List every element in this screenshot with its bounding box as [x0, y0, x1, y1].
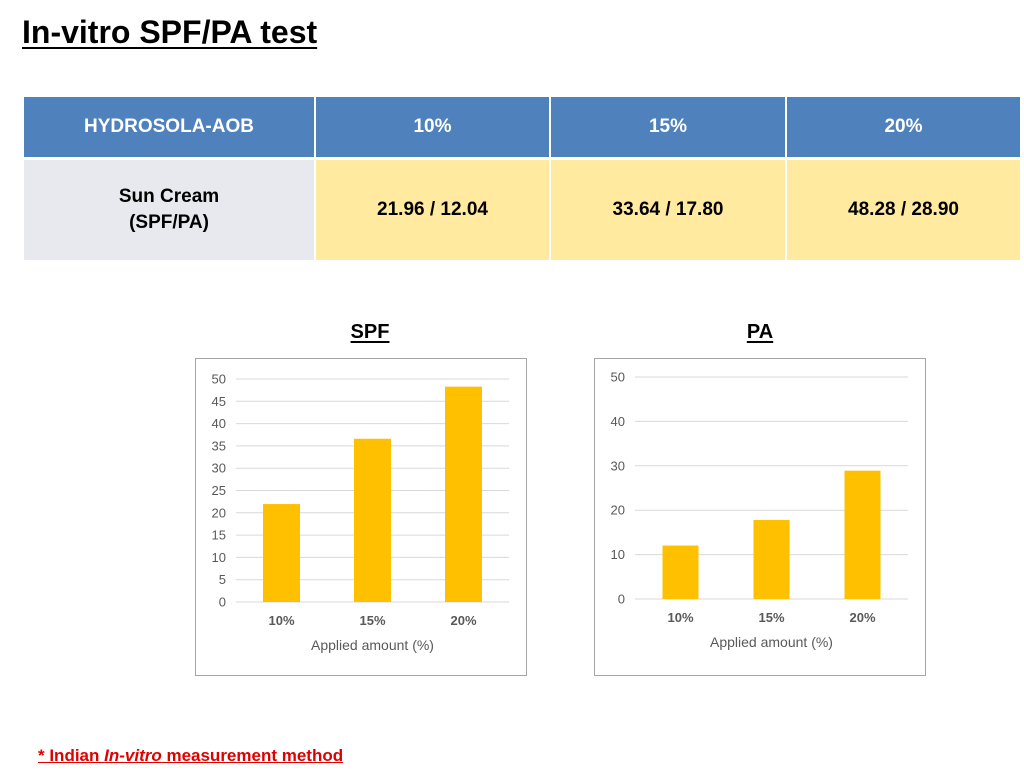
spf-y-tick-label: 0 [219, 595, 226, 610]
header-cell-20: 20% [785, 97, 1022, 160]
spf-x-tick-label: 10% [268, 613, 294, 628]
spf-bar [445, 386, 482, 602]
header-cell-sample: HYDROSOLA-AOB [22, 97, 316, 160]
spf-bar [263, 504, 300, 602]
value-cell-10: 21.96 / 12.04 [314, 158, 551, 260]
spf-y-tick-label: 5 [219, 572, 226, 587]
pa-bar [753, 519, 790, 599]
header-cell-10: 10% [314, 97, 551, 160]
footnote-emphasis: In-vitro [104, 746, 162, 765]
pa-bar [662, 545, 699, 599]
row-label-cell: Sun Cream (SPF/PA) [22, 158, 316, 260]
header-cell-15: 15% [549, 97, 787, 160]
spf-x-tick-label: 15% [359, 613, 385, 628]
pa-y-tick-label: 40 [611, 414, 625, 429]
spf-chart-title: SPF [350, 321, 390, 343]
pa-x-tick-label: 15% [758, 610, 784, 625]
spf-x-tick-label: 20% [450, 613, 476, 628]
pa-x-tick-label: 20% [849, 610, 875, 625]
row-label: Sun Cream [118, 186, 220, 208]
footnote: * Indian In-vitro measurement method [38, 746, 343, 766]
value-cell-20: 48.28 / 28.90 [785, 158, 1022, 260]
results-table: HYDROSOLA-AOB 10% 15% 20% Sun Cream (SPF… [22, 97, 1022, 260]
spf-y-tick-label: 20 [212, 505, 226, 520]
pa-chart: 0 10 20 30 40 50 10% 15% 20% Applied amount (%) [594, 358, 926, 676]
page-title: In-vitro SPF/PA test [22, 14, 318, 50]
spf-y-tick-label: 10 [212, 550, 226, 565]
spf-chart-svg: 0 5 10 15 20 25 30 35 40 45 50 10% 15% 20% Applied amo… [212, 372, 509, 653]
pa-chart-title: PA [746, 321, 774, 343]
pa-y-tick-label: 0 [618, 592, 625, 607]
spf-y-tick-label: 30 [212, 461, 226, 476]
pa-bar [844, 470, 881, 599]
spf-bar [354, 438, 391, 602]
footnote-suffix: measurement method [161, 746, 344, 765]
spf-y-tick-label: 50 [212, 372, 226, 387]
spf-x-axis-label: Applied amount (%) [311, 637, 434, 653]
spf-y-tick-label: 35 [212, 438, 226, 453]
table-row: Sun Cream (SPF/PA) 21.96 / 12.04 33.64 /… [22, 158, 1022, 260]
pa-y-tick-label: 30 [611, 458, 625, 473]
spf-y-tick-label: 15 [212, 528, 226, 543]
spf-y-tick-label: 45 [212, 394, 226, 409]
spf-y-tick-label: 40 [212, 416, 226, 431]
spf-chart: 0 5 10 15 20 25 30 35 40 45 50 10% 15% 20% Applied amo… [195, 358, 527, 676]
value-cell-15: 33.64 / 17.80 [549, 158, 787, 260]
pa-y-tick-label: 10 [611, 547, 625, 562]
pa-x-tick-label: 10% [667, 610, 693, 625]
row-sublabel: (SPF/PA) [129, 212, 209, 233]
table-header-row: HYDROSOLA-AOB 10% 15% 20% [22, 97, 1022, 160]
footnote-prefix: * Indian [38, 746, 105, 765]
pa-y-tick-label: 20 [611, 503, 625, 518]
spf-y-tick-label: 25 [212, 483, 226, 498]
pa-x-axis-label: Applied amount (%) [710, 634, 833, 650]
pa-y-tick-label: 50 [611, 370, 625, 385]
pa-chart-svg: 0 10 20 30 40 50 10% 15% 20% Applied amount (%) [611, 370, 908, 650]
